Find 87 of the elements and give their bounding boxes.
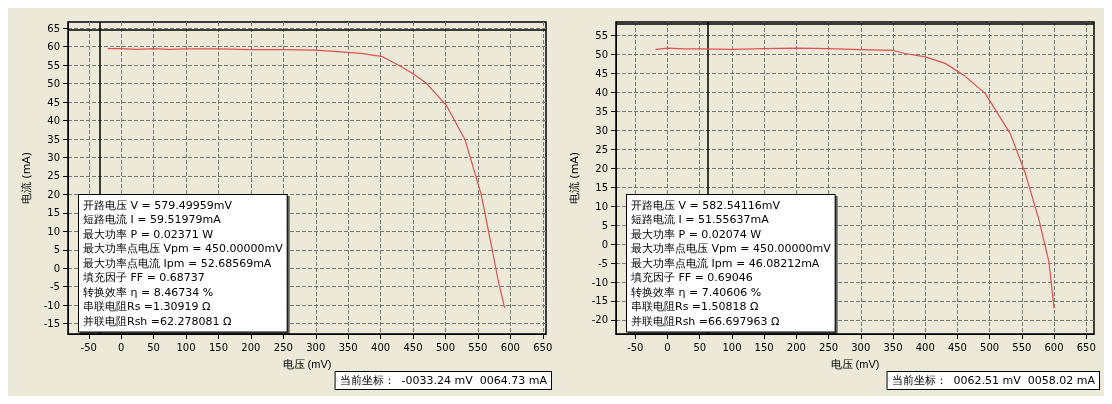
annotation: 短路电流 I = 59.51979mA [83, 213, 222, 227]
annotation: 开路电压 V = 582.54116mV [631, 198, 781, 212]
y-tick-label: 20 [595, 162, 608, 174]
x-tick-label: 300 [306, 341, 326, 353]
x-tick-label: 200 [786, 341, 806, 353]
y-tick-label: 0 [601, 238, 608, 250]
x-tick-label: 400 [371, 341, 391, 353]
annotation: 最大功率点电压 Vpm = 450.00000mV [631, 242, 832, 256]
x-tick-label: 400 [915, 341, 935, 353]
y-axis-title: 电流 (mA) [20, 151, 33, 205]
y-tick-label: -15 [591, 295, 608, 307]
x-tick-label: 600 [1044, 341, 1064, 353]
y-tick-label: 35 [595, 105, 608, 117]
annotation: 最大功率 P = 0.02074 W [631, 227, 762, 241]
y-tick-label: 30 [47, 152, 60, 164]
y-tick-label: 25 [595, 143, 608, 155]
y-tick-label: 50 [47, 78, 60, 90]
x-tick-label: 0 [118, 341, 125, 353]
x-tick-label: 550 [468, 341, 488, 353]
annotation: 最大功率 P = 0.02371 W [83, 227, 214, 241]
annotation: 并联电阻Rsh =62.278081 Ω [83, 314, 232, 328]
x-tick-label: 350 [338, 341, 358, 353]
x-tick-label: 0 [664, 341, 671, 353]
x-axis-title: 电压 (mV) [282, 357, 332, 370]
y-tick-label: -5 [598, 257, 608, 269]
x-tick-label: 500 [435, 341, 456, 353]
y-tick-label: 0 [53, 262, 60, 274]
y-tick-label: 65 [47, 22, 60, 34]
y-tick-label: 10 [47, 225, 60, 237]
x-tick-label: 450 [947, 341, 967, 353]
x-tick-label: 150 [208, 341, 229, 353]
y-tick-label: 50 [595, 48, 608, 60]
y-tick-label: 5 [601, 219, 608, 231]
x-tick-label: 600 [500, 341, 520, 353]
annotation: 并联电阻Rsh =66.697963 Ω [631, 314, 780, 328]
x-axis-title: 电压 (mV) [830, 357, 880, 370]
x-tick-label: -50 [627, 341, 644, 353]
y-tick-label: 40 [595, 86, 608, 98]
x-tick-label: 650 [533, 341, 553, 353]
y-tick-label: 55 [595, 29, 608, 41]
x-tick-label: 150 [754, 341, 774, 353]
annotation: 转换效率 η = 7.40606 % [631, 285, 762, 299]
x-tick-label: 450 [403, 341, 423, 353]
y-tick-label: 10 [595, 200, 608, 212]
annotation: 填充因子 FF = 0.69046 [630, 271, 753, 285]
y-tick-label: 30 [595, 124, 608, 136]
y-tick-label: 5 [53, 244, 60, 256]
y-tick-label: -15 [43, 318, 60, 330]
x-tick-label: -50 [80, 341, 97, 353]
x-tick-label: 350 [883, 341, 903, 353]
x-tick-label: 250 [273, 341, 293, 353]
y-tick-label: 15 [595, 181, 608, 193]
y-tick-label: -10 [43, 299, 60, 311]
y-tick-label: -5 [50, 281, 60, 293]
x-tick-label: 550 [1012, 341, 1032, 353]
y-tick-label: 60 [47, 41, 60, 53]
x-tick-label: 200 [241, 341, 261, 353]
y-tick-label: 20 [47, 188, 60, 200]
y-tick-label: 45 [47, 96, 60, 108]
text: 当前坐标： 0062.51 mV 0058.02 mA [891, 374, 1096, 387]
y-tick-label: 35 [47, 133, 60, 145]
y-tick-label: 15 [47, 207, 60, 219]
annotation: 短路电流 I = 51.55637mA [631, 213, 770, 227]
y-tick-label: 55 [47, 59, 60, 71]
annotation: 最大功率点电流 Ipm = 52.68569mA [83, 256, 272, 270]
x-tick-label: 100 [722, 341, 742, 353]
y-tick-label: 25 [47, 170, 60, 182]
x-tick-label: 650 [1076, 341, 1096, 353]
annotation: 串联电阻Rs =1.30919 Ω [83, 300, 211, 314]
annotation: 最大功率点电流 Ipm = 46.08212mA [631, 256, 820, 270]
x-tick-label: 50 [147, 341, 160, 353]
x-tick-label: 250 [819, 341, 839, 353]
y-tick-label: -20 [591, 314, 608, 326]
annotation: 最大功率点电压 Vpm = 450.00000mV [83, 242, 284, 256]
x-tick-label: 100 [176, 341, 196, 353]
x-tick-label: 500 [980, 341, 1000, 353]
annotation: 转换效率 η = 8.46734 % [83, 285, 214, 299]
text: 当前坐标： -0033.24 mV 0064.73 mA [339, 374, 548, 387]
annotation: 串联电阻Rs =1.50818 Ω [631, 300, 759, 314]
y-tick-label: -10 [591, 276, 608, 288]
annotation: 填充因子 FF = 0.68737 [82, 271, 205, 285]
y-tick-label: 40 [47, 115, 60, 127]
y-tick-label: 45 [595, 67, 608, 79]
x-tick-label: 300 [851, 341, 871, 353]
x-tick-label: 50 [693, 341, 707, 353]
annotation: 开路电压 V = 579.49959mV [83, 198, 233, 212]
y-axis-title: 电流 (mA) [568, 151, 581, 205]
